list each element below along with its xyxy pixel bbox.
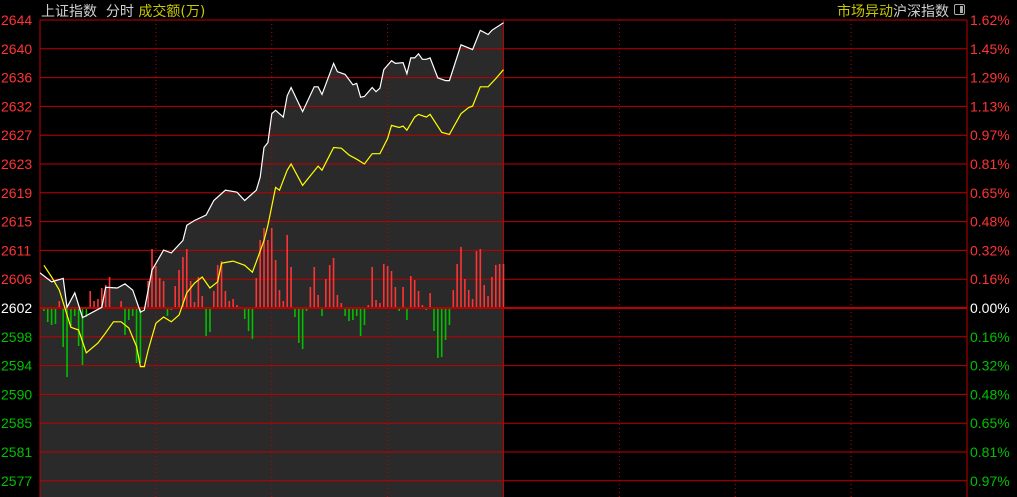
percent-tick-label: 0.48% <box>970 214 1010 230</box>
percent-tick-label: 0.32% <box>970 358 1010 374</box>
percent-tick-label: 0.81% <box>970 444 1010 460</box>
price-tick-label: 2606 <box>1 271 32 287</box>
price-tick-label: 2585 <box>1 415 32 431</box>
percent-tick-label: 0.32% <box>970 242 1010 258</box>
price-line <box>39 22 504 319</box>
market-alert-label[interactable]: 市场异动 <box>837 4 893 20</box>
price-tick-label: 2636 <box>1 70 32 86</box>
percent-tick-label: 0.65% <box>970 415 1010 431</box>
price-tick-label: 2590 <box>1 386 32 402</box>
compare-index-label[interactable]: 沪深指数 <box>893 4 949 20</box>
price-tick-label: 2615 <box>1 214 32 230</box>
chart-header: 上证指数 分时 成交额(万) <box>41 1 205 21</box>
percent-tick-label: 1.62% <box>970 12 1010 28</box>
percent-tick-label: 1.13% <box>970 98 1010 114</box>
average-price-line <box>43 69 504 368</box>
price-tick-label: 2594 <box>1 358 32 374</box>
price-tick-label: 2644 <box>1 12 32 28</box>
price-tick-label: 2598 <box>1 329 32 345</box>
percent-tick-label: 0.16% <box>970 329 1010 345</box>
percent-tick-label: 0.97% <box>970 127 1010 143</box>
chart-header-right: 市场异动沪深指数 <box>837 1 965 21</box>
percent-tick-label: 1.45% <box>970 41 1010 57</box>
percent-tick-label: 0.97% <box>970 473 1010 489</box>
percent-tick-label: 1.29% <box>970 70 1010 86</box>
percent-tick-label: 0.81% <box>970 156 1010 172</box>
price-tick-label: 2619 <box>1 185 32 201</box>
price-tick-label: 2640 <box>1 41 32 57</box>
toggle-icon[interactable] <box>954 4 965 15</box>
index-name[interactable]: 上证指数 <box>41 4 97 20</box>
price-tick-label: 2627 <box>1 127 32 143</box>
percent-tick-label: 0.65% <box>970 185 1010 201</box>
price-tick-label: 2602 <box>1 300 32 316</box>
price-tick-label: 2632 <box>1 98 32 114</box>
price-tick-label: 2581 <box>1 444 32 460</box>
price-tick-label: 2577 <box>1 473 32 489</box>
percent-tick-label: 0.48% <box>970 386 1010 402</box>
price-tick-label: 2623 <box>1 156 32 172</box>
mode-label[interactable]: 分时 <box>105 4 134 20</box>
price-tick-label: 2611 <box>1 242 31 258</box>
volume-label[interactable]: 成交额(万) <box>138 4 206 20</box>
percent-tick-label: 0.00% <box>970 300 1010 316</box>
percent-tick-label: 0.16% <box>970 271 1010 287</box>
